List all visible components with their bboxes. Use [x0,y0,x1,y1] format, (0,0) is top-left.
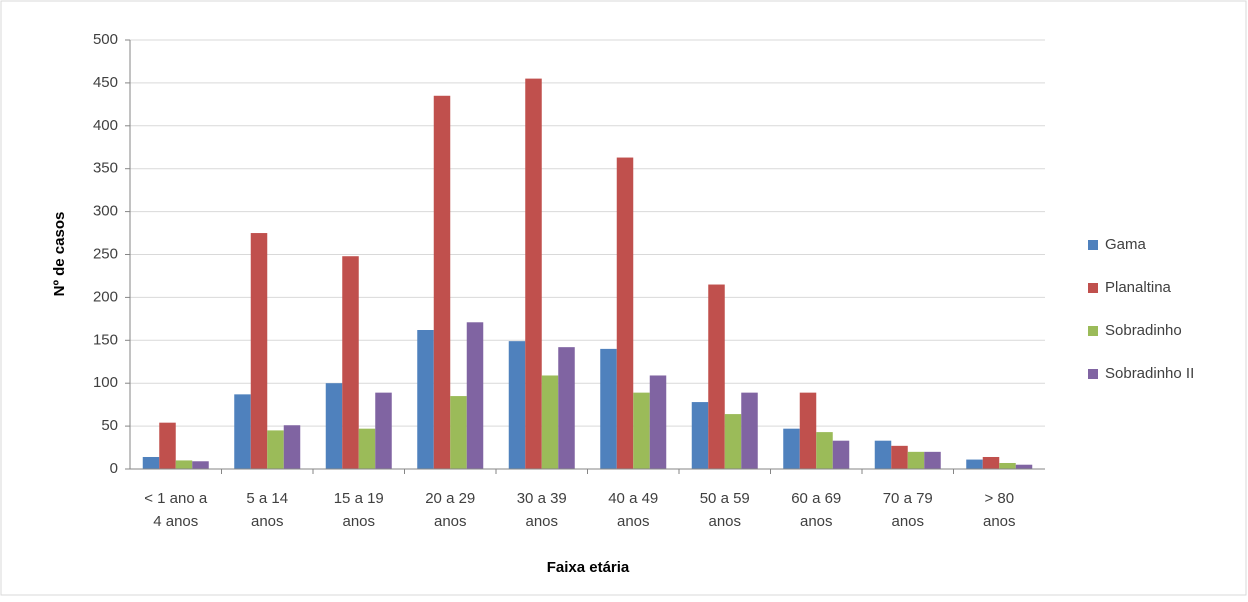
bar [541,375,559,469]
bar [907,451,925,469]
y-tick-label: 100 [93,374,118,391]
x-tick-label: 40 a 49 anos [608,490,658,530]
bar [417,330,434,469]
legend-label: Sobradinho [1105,322,1182,339]
y-tick-label: 500 [93,31,118,48]
legend-swatch [1088,326,1098,336]
bar [891,445,908,469]
bar [924,451,941,469]
bar [558,347,575,469]
bar [342,256,359,469]
y-tick-label: 450 [93,74,118,91]
legend-label: Gama [1105,236,1147,253]
bar [283,425,301,469]
y-tick-label: 50 [101,417,118,434]
bar [250,233,268,469]
y-tick-label: 0 [110,460,118,477]
x-tick-label: 70 a 79 anos [883,490,933,530]
y-tick-label: 250 [93,245,118,262]
bar [741,392,758,469]
bar [433,95,451,470]
bar [159,422,176,469]
bar [358,428,376,469]
bar [783,428,800,469]
legend-label: Sobradinho II [1105,365,1194,382]
bar [192,461,209,469]
x-tick-label: > 80 anos [983,490,1016,530]
bar [816,432,833,469]
bar [375,392,392,469]
x-tick-label: 60 a 69 anos [791,490,841,530]
bar [1015,464,1033,469]
bar [142,456,160,469]
bar [633,392,650,469]
legend-swatch [1088,369,1098,379]
bar [708,284,725,469]
bar [691,402,709,469]
bar [325,383,343,469]
bar [799,392,817,469]
bar [525,78,542,470]
bar [966,459,983,469]
y-tick-label: 150 [93,331,118,348]
x-tick-label: 20 a 29 anos [425,490,475,530]
bar [832,440,850,469]
x-tick-label: 15 a 19 anos [334,490,384,530]
x-tick-label: 30 a 39 anos [517,490,567,530]
bar [600,348,617,469]
legend-swatch [1088,283,1098,293]
bar [234,394,251,469]
bar [450,396,467,469]
bar [175,460,193,469]
x-tick-label: 5 a 14 anos [246,490,288,530]
bar [466,322,484,469]
bar [616,157,634,469]
y-tick-label: 350 [93,160,118,177]
y-tick-label: 200 [93,288,118,305]
bar [982,456,1000,469]
y-tick-label: 400 [93,117,118,134]
legend-label: Planaltina [1105,279,1172,296]
y-axis-title: Nº de casos [51,212,68,297]
bar [267,430,284,469]
bar [874,440,892,469]
bar [649,375,667,469]
y-tick-label: 300 [93,203,118,220]
bar [999,462,1016,469]
legend-swatch [1088,240,1098,250]
bar [724,414,742,469]
x-axis-title: Faixa etária [547,559,630,576]
bar [508,341,526,469]
x-tick-label: 50 a 59 anos [700,490,750,530]
